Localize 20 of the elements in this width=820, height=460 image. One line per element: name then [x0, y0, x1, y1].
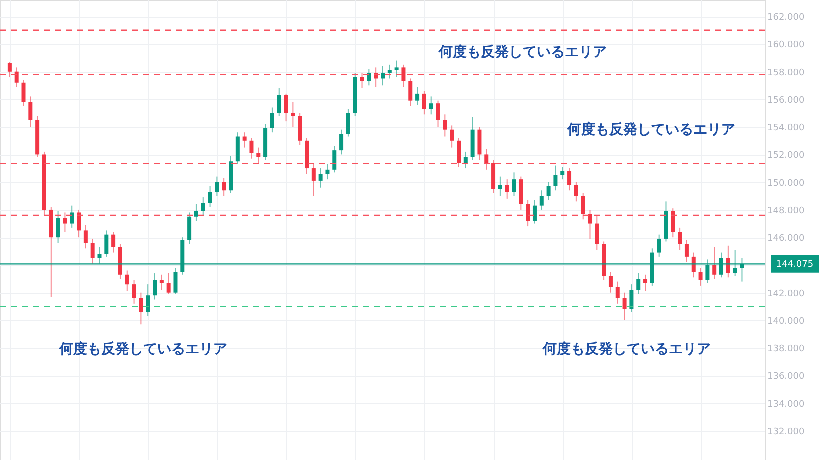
y-tick-label: 162.000 [768, 13, 805, 24]
annotation: 何度も反発しているエリア [58, 340, 228, 358]
y-tick-label: 132.000 [768, 427, 805, 438]
y-tick-label: 150.000 [768, 178, 805, 189]
y-tick-label: 160.000 [768, 40, 805, 51]
y-tick-label: 156.000 [768, 96, 805, 106]
annotation: 何度も反発しているエリア [566, 120, 736, 138]
y-tick-label: 138.000 [768, 344, 805, 355]
y-tick-label: 136.000 [768, 372, 805, 382]
y-tick-label: 158.000 [768, 68, 805, 78]
y-tick-label: 154.000 [768, 124, 805, 134]
y-tick-label: 152.000 [768, 151, 805, 162]
y-tick-label: 148.000 [768, 206, 805, 216]
y-tick-label: 140.000 [768, 316, 805, 327]
annotation: 何度も反発しているエリア [438, 43, 608, 60]
y-tick-label: 146.000 [768, 234, 805, 244]
y-tick-label: 134.000 [768, 400, 805, 410]
annotation: 何度も反発しているエリア [542, 340, 711, 358]
y-tick-label: 142.000 [768, 289, 805, 300]
ref-line-label: 144.075 [776, 260, 814, 270]
